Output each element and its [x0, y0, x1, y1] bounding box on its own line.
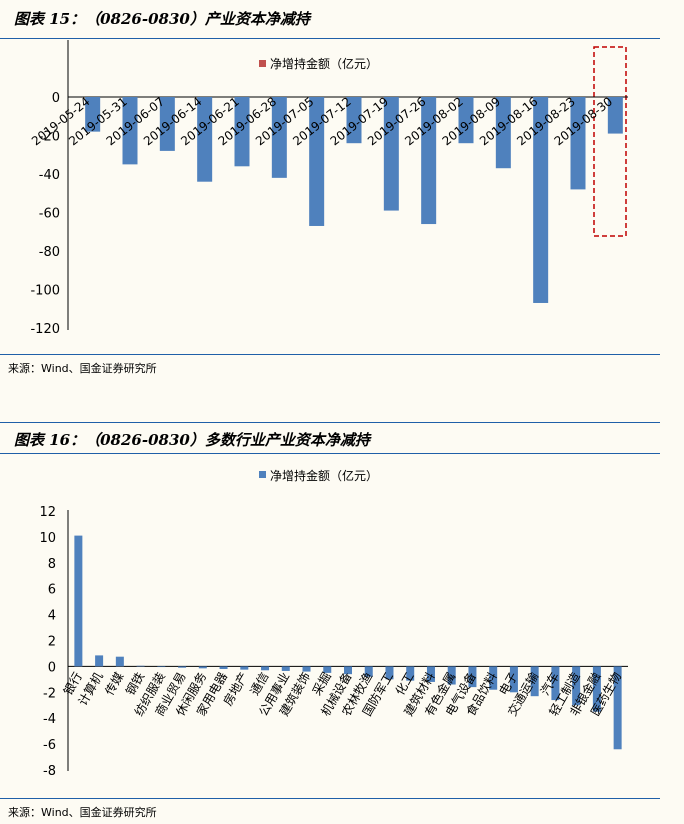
figure-16-source: 来源：Wind、国金证券研究所 [8, 806, 157, 819]
chart-15-bar [458, 97, 474, 144]
figure-16-top-rule [0, 453, 660, 454]
chart-16-bar [447, 666, 456, 685]
chart-16-bar [530, 666, 539, 697]
figure-15-title: 图表 15：（0826-0830）产业资本净减持 [14, 10, 310, 28]
chart-16-bar [323, 666, 332, 673]
chart-15-bar [383, 97, 399, 211]
chart-16-bar [136, 665, 145, 667]
chart-16-y-tick: 10 [39, 531, 56, 546]
chart-16-bar [385, 666, 394, 680]
chart-15-legend-label: 净增持金额（亿元） [270, 56, 378, 71]
chart-16-bar [261, 666, 270, 671]
chart-16-bar [115, 656, 124, 667]
figure-15-source: 来源：Wind、国金证券研究所 [8, 362, 157, 375]
chart-16-y-tick: 4 [48, 609, 56, 624]
chart-16-bar [426, 666, 435, 682]
chart-16-y-tick: 6 [48, 583, 56, 598]
chart-15-y-tick: 0 [52, 91, 60, 106]
chart-15-bar [346, 97, 362, 144]
figure-16-title: 图表 16：（0826-0830）多数行业产业资本净减持 [14, 431, 370, 449]
chart-16-bar [240, 666, 249, 670]
chart-16-bar [95, 655, 104, 667]
chart-15-bar [85, 97, 101, 132]
chart-16-y-tick: 12 [39, 505, 56, 520]
chart-16-legend-label: 净增持金额（亿元） [270, 468, 378, 483]
figure-16-upper-rule [0, 422, 660, 423]
chart-15-bar [309, 97, 325, 226]
chart-15-bar [271, 97, 287, 178]
chart-16-y-tick: -2 [43, 686, 56, 701]
chart-16-bar [613, 666, 622, 750]
chart-15-bar [197, 97, 213, 182]
chart-15-plot: 净增持金额（亿元） 0-20-40-60-80-100-1202019-05-2… [29, 40, 628, 337]
chart-16-bar [198, 666, 207, 669]
chart-16-y-tick: 0 [48, 660, 56, 675]
figure-15-bottom-rule [0, 354, 660, 355]
chart-16-bar [302, 666, 311, 672]
chart-15-y-tick: -20 [39, 130, 60, 145]
chart-16-bar [592, 666, 601, 712]
chart-15-y-tick: -40 [39, 168, 60, 183]
chart-15-bar [495, 97, 511, 169]
chart-15-bar [607, 97, 623, 134]
chart-15-bar [234, 97, 250, 167]
chart-15-bar [533, 97, 549, 303]
chart-16-y-tick: 2 [48, 635, 56, 650]
chart-16-bar [74, 535, 83, 667]
chart-15-bar [159, 97, 175, 151]
chart-15-y-tick: -120 [30, 322, 60, 337]
chart-16-y-tick: 8 [48, 557, 56, 572]
chart-16-bar [551, 666, 560, 701]
figure-16-bottom-rule [0, 798, 660, 799]
chart-16-bar [157, 666, 166, 668]
chart-15-highlight-box [593, 46, 627, 237]
chart-15-legend-swatch [259, 60, 266, 67]
chart-16-bar [178, 666, 187, 668]
figure-15-top-rule [0, 38, 660, 39]
chart-16-y-tick: -8 [43, 764, 56, 779]
chart-16-bar [468, 666, 477, 688]
chart-16-y-tick: -6 [43, 738, 56, 753]
chart-16-bar [572, 666, 581, 706]
chart-15-bar [421, 97, 437, 225]
chart-16-bar [281, 666, 290, 671]
chart-16-plot: 净增持金额（亿元） 121086420-2-4-6-8银行计算机传媒钢铁纺织服装… [39, 468, 628, 779]
chart-16-bar [219, 666, 228, 669]
chart-16-bar [364, 666, 373, 677]
chart-15-y-tick: -60 [39, 207, 60, 222]
chart-16-y-tick: -4 [43, 712, 56, 727]
chart-15-bar [570, 97, 586, 190]
chart-16-bar [489, 666, 498, 690]
chart-15-y-tick: -100 [30, 284, 60, 299]
chart-15-bar [122, 97, 138, 165]
chart-16-bar [344, 666, 352, 675]
chart-16-legend-swatch [259, 471, 266, 478]
chart-15-y-tick: -80 [39, 245, 60, 260]
chart-16-x-tick: 传媒 [101, 669, 126, 697]
chart-16-bar [509, 666, 518, 693]
chart-16-bar [406, 666, 415, 681]
